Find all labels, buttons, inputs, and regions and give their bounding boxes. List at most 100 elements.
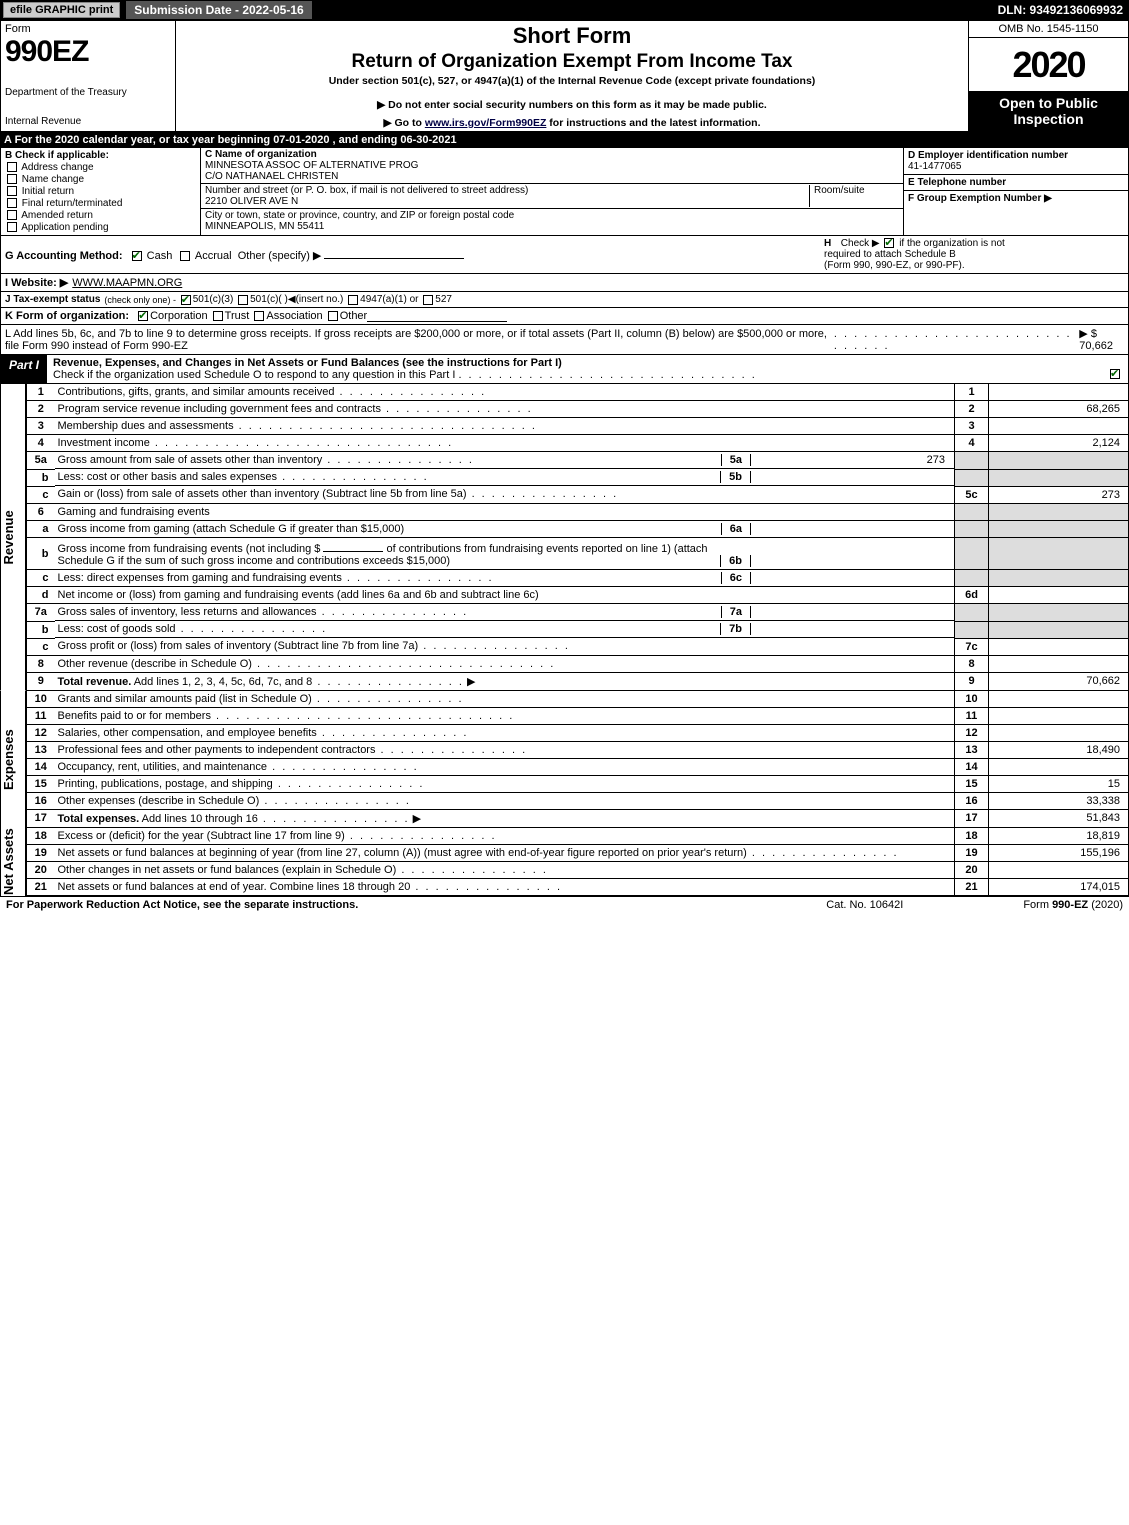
j-4947-checkbox[interactable]: [348, 295, 358, 305]
line-11-box: 11: [955, 707, 989, 724]
b-opt-name[interactable]: Name change: [5, 174, 196, 185]
g-other-input[interactable]: [324, 247, 464, 259]
b-opt-amended[interactable]: Amended return: [5, 210, 196, 221]
line-14-box: 14: [955, 758, 989, 775]
j-501c3-label: 501(c)(3): [193, 294, 234, 305]
line-7b-inl: 7b: [720, 623, 751, 635]
line-15-box: 15: [955, 775, 989, 792]
k-assoc-checkbox[interactable]: [254, 311, 264, 321]
line-21-box: 21: [955, 878, 989, 895]
form-label: Form: [5, 23, 171, 35]
h-checkbox[interactable]: [884, 238, 894, 248]
org-name-2: C/O NATHANAEL CHRISTEN: [205, 171, 338, 182]
j-501c-checkbox[interactable]: [238, 295, 248, 305]
line-15-desc: Printing, publications, postage, and shi…: [58, 778, 273, 790]
line-5c-amt: 273: [989, 486, 1129, 503]
irs-link[interactable]: www.irs.gov/Form990EZ: [425, 117, 547, 129]
short-form-title: Short Form: [182, 23, 962, 49]
line-19-amt: 155,196: [989, 844, 1129, 861]
line-14-amt: [989, 758, 1129, 775]
e-label: E Telephone number: [908, 177, 1006, 188]
line-8-num: 8: [27, 655, 55, 672]
dept-irs: Internal Revenue: [5, 116, 171, 127]
line-15: 15Printing, publications, postage, and s…: [27, 775, 1129, 792]
return-title: Return of Organization Exempt From Incom…: [182, 51, 962, 73]
line-6b-input[interactable]: [323, 540, 383, 552]
line-7a: 7aGross sales of inventory, less returns…: [27, 604, 1129, 622]
line-8-amt: [989, 655, 1129, 672]
row-g-h: G Accounting Method: Cash Accrual Other …: [0, 236, 1129, 274]
line-2-box: 2: [955, 401, 989, 418]
j-527-checkbox[interactable]: [423, 295, 433, 305]
part-i-check: Check if the organization used Schedule …: [53, 369, 455, 381]
line-6d-desc: Net income or (loss) from gaming and fun…: [58, 589, 539, 601]
j-501c3-checkbox[interactable]: [181, 295, 191, 305]
tax-year: 2020: [969, 38, 1128, 91]
form-header: Form 990EZ Department of the Treasury In…: [0, 20, 1129, 132]
line-15-num: 15: [27, 775, 55, 792]
b-opt-address[interactable]: Address change: [5, 162, 196, 173]
line-7a-shade: [955, 604, 989, 622]
expenses-section: Expenses 10Grants and similar amounts pa…: [0, 691, 1129, 828]
row-j: J Tax-exempt status (check only one) - 5…: [0, 292, 1129, 308]
line-6-shade: [955, 503, 989, 520]
line-15-amt: 15: [989, 775, 1129, 792]
k-other-checkbox[interactable]: [328, 311, 338, 321]
line-7a-inl: 7a: [721, 606, 751, 618]
line-6d-amt: [989, 587, 1129, 604]
line-6c-num: c: [27, 570, 55, 587]
k-assoc-label: Association: [266, 310, 322, 322]
line-20-num: 20: [27, 861, 55, 878]
part-i-title: Revenue, Expenses, and Changes in Net As…: [53, 357, 562, 369]
b-opt-initial[interactable]: Initial return: [5, 186, 196, 197]
line-12: 12Salaries, other compensation, and empl…: [27, 724, 1129, 741]
k-corp-label: Corporation: [150, 310, 207, 322]
line-10-num: 10: [27, 691, 55, 708]
line-6c-inl: 6c: [721, 572, 751, 584]
row-i: I Website: ▶ WWW.MAAPMN.ORG: [0, 274, 1129, 292]
line-9: 9Total revenue. Add lines 1, 2, 3, 4, 5c…: [27, 672, 1129, 690]
dots-icon: [458, 369, 756, 381]
k-trust-checkbox[interactable]: [213, 311, 223, 321]
line-7b: bLess: cost of goods sold7b: [27, 621, 1129, 638]
line-19: 19Net assets or fund balances at beginni…: [27, 844, 1129, 861]
line-12-amt: [989, 724, 1129, 741]
section-h: H Check ▶ if the organization is not req…: [824, 238, 1124, 271]
line-8-desc: Other revenue (describe in Schedule O): [58, 658, 252, 670]
website-value[interactable]: WWW.MAAPMN.ORG: [72, 277, 182, 289]
line-7b-shade: [955, 621, 989, 638]
line-5a-desc: Gross amount from sale of assets other t…: [58, 454, 323, 466]
line-5b-amt-shade: [989, 469, 1129, 486]
line-6c: cLess: direct expenses from gaming and f…: [27, 570, 1129, 587]
line-6a-num: a: [27, 520, 55, 538]
section-def: D Employer identification number 41-1477…: [903, 148, 1128, 235]
line-13-box: 13: [955, 741, 989, 758]
part-i-checkbox[interactable]: [1110, 369, 1120, 379]
line-7c-amt: [989, 638, 1129, 655]
line-6d: dNet income or (loss) from gaming and fu…: [27, 587, 1129, 604]
line-2-num: 2: [27, 401, 55, 418]
line-19-num: 19: [27, 844, 55, 861]
efile-print-button[interactable]: efile GRAPHIC print: [3, 2, 120, 18]
b-opt-final[interactable]: Final return/terminated: [5, 198, 196, 209]
line-9-box: 9: [955, 672, 989, 690]
net-assets-section: Net Assets 18Excess or (deficit) for the…: [0, 828, 1129, 896]
line-5b-inlamt: [751, 471, 951, 483]
h-check-text: Check ▶: [841, 238, 880, 249]
b-opt-pending[interactable]: Application pending: [5, 222, 196, 233]
g-accrual-checkbox[interactable]: [180, 251, 190, 261]
line-18-amt: 18,819: [989, 828, 1129, 845]
b-header: B Check if applicable:: [5, 150, 196, 161]
line-4-desc: Investment income: [58, 437, 150, 449]
org-name-1: MINNESOTA ASSOC OF ALTERNATIVE PROG: [205, 160, 418, 171]
line-5b-inl: 5b: [720, 471, 751, 483]
k-other-input[interactable]: [367, 310, 507, 322]
line-18-box: 18: [955, 828, 989, 845]
goto-line: ▶ Go to www.irs.gov/Form990EZ for instru…: [182, 117, 962, 129]
line-6a-inl: 6a: [721, 523, 751, 535]
line-20-desc: Other changes in net assets or fund bala…: [58, 864, 397, 876]
line-21: 21Net assets or fund balances at end of …: [27, 878, 1129, 895]
line-7b-num: b: [27, 621, 55, 638]
g-cash-checkbox[interactable]: [132, 251, 142, 261]
k-corp-checkbox[interactable]: [138, 311, 148, 321]
